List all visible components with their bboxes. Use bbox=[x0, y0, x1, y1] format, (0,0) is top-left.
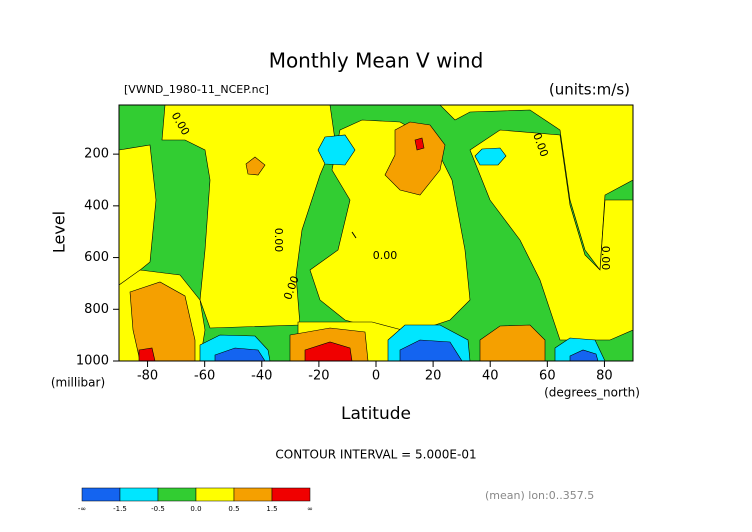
y-tick-label: 400 bbox=[84, 198, 109, 213]
units-label: (units:m/s) bbox=[549, 81, 630, 99]
y-tick-label: 200 bbox=[84, 147, 109, 162]
y-tick-label: 600 bbox=[84, 250, 109, 265]
contour-region bbox=[479, 324, 546, 361]
contour-field: 0.000.000.000.000.000.00 bbox=[119, 105, 633, 361]
contour-region bbox=[317, 134, 356, 166]
y-tick-label: 1000 bbox=[76, 354, 109, 369]
x-tick-label: -40 bbox=[251, 369, 272, 384]
contour-region bbox=[214, 347, 266, 361]
contour-region bbox=[245, 156, 266, 176]
zero-contour bbox=[351, 231, 357, 239]
colorbar-box bbox=[119, 487, 159, 502]
colorbar-label: -∞ bbox=[78, 505, 86, 513]
contour-region bbox=[384, 121, 446, 196]
colorbar-label: 0.0 bbox=[190, 505, 201, 513]
x-tick-label: -20 bbox=[308, 369, 329, 384]
x-units-label: (degrees_north) bbox=[544, 386, 640, 400]
contour-region bbox=[569, 349, 599, 361]
contour-interval: CONTOUR INTERVAL = 5.000E-01 bbox=[275, 448, 476, 462]
colorbar-label: -1.5 bbox=[113, 505, 127, 513]
colorbar-label: -0.5 bbox=[151, 505, 165, 513]
contour-region bbox=[469, 129, 633, 341]
contour-region bbox=[129, 281, 196, 361]
x-tick-label: -80 bbox=[137, 369, 158, 384]
y-units-label: (millibar) bbox=[51, 376, 105, 390]
contour-region bbox=[414, 137, 425, 151]
footnote: (mean) lon:0..357.5 bbox=[485, 489, 594, 502]
x-tick-label: 20 bbox=[425, 369, 442, 384]
colorbar-label: 1.5 bbox=[266, 505, 277, 513]
contour-label: 0.00 bbox=[272, 228, 285, 253]
x-tick-label: 40 bbox=[482, 369, 499, 384]
y-tick-label: 800 bbox=[84, 302, 109, 317]
contour-region bbox=[399, 339, 463, 361]
colorbar-box bbox=[271, 487, 311, 502]
contour-label: 0.00 bbox=[599, 246, 612, 271]
contour-region bbox=[119, 144, 157, 286]
x-axis-label: Latitude bbox=[341, 404, 411, 424]
colorbar-label: 0.5 bbox=[228, 505, 239, 513]
y-axis-label: Level bbox=[50, 211, 69, 253]
colorbar-box bbox=[195, 487, 235, 502]
chart-title: Monthly Mean V wind bbox=[269, 49, 484, 73]
colorbar-box bbox=[157, 487, 197, 502]
contour-region bbox=[474, 147, 507, 166]
contour-region bbox=[439, 105, 633, 271]
x-tick-label: 0 bbox=[372, 369, 380, 384]
contour-label: 0.00 bbox=[373, 249, 398, 262]
x-tick-label: 60 bbox=[539, 369, 556, 384]
x-tick-label: 80 bbox=[596, 369, 613, 384]
colorbar-label: ∞ bbox=[307, 505, 313, 513]
contour-region bbox=[304, 341, 353, 361]
colorbar-box bbox=[81, 487, 121, 502]
x-tick-label: -60 bbox=[194, 369, 215, 384]
source-label: [VWND_1980-11_NCEP.nc] bbox=[124, 83, 269, 96]
colorbar-box bbox=[233, 487, 273, 502]
contour-region bbox=[138, 347, 156, 361]
